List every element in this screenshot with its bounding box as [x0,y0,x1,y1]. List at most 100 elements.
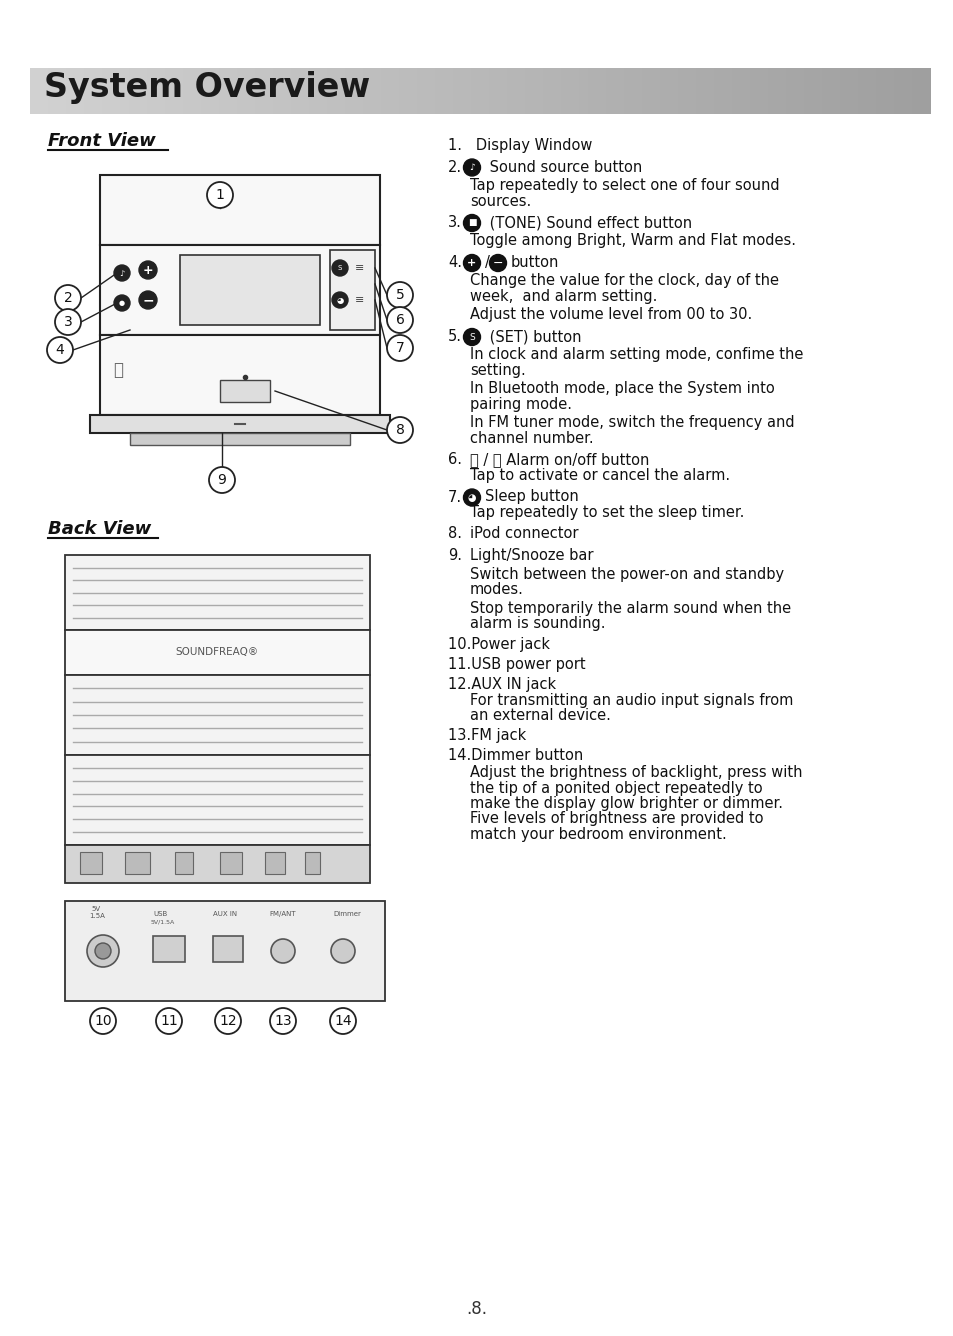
Circle shape [489,254,506,271]
Text: For transmitting an audio input signals from: For transmitting an audio input signals … [470,693,793,708]
Bar [100,335,379,415]
Bar [354,68,364,114]
Bar [210,68,220,114]
Text: sources.: sources. [470,194,531,208]
Circle shape [332,261,348,277]
Text: Back View: Back View [48,520,152,538]
Circle shape [463,489,480,506]
Text: In Bluetooth mode, place the System into: In Bluetooth mode, place the System into [470,382,774,397]
Bar [623,68,634,114]
Text: iPod connector: iPod connector [470,526,578,541]
Text: 2: 2 [64,291,72,305]
Text: Change the value for the clock, day of the: Change the value for the clock, day of t… [470,274,779,289]
Bar [453,68,462,114]
Bar [390,68,399,114]
Bar [875,68,885,114]
Text: ≡: ≡ [355,295,364,305]
Text: Light/Snooze bar: Light/Snooze bar [470,548,593,562]
Bar [749,68,760,114]
Bar [220,379,270,402]
Bar [542,68,553,114]
Bar [335,68,346,114]
Bar [156,68,166,114]
Circle shape [209,468,234,493]
Bar [560,68,571,114]
Text: 5.: 5. [448,329,461,343]
Bar [840,68,849,114]
Bar [398,68,409,114]
Bar [696,68,705,114]
Circle shape [156,1007,182,1034]
Text: 5V/1.5A: 5V/1.5A [151,919,175,925]
Text: Tap repeatedly to set the sleep timer.: Tap repeatedly to set the sleep timer. [470,505,743,520]
Text: 14: 14 [334,1014,352,1027]
Text: pairing mode.: pairing mode. [470,397,572,411]
Text: In clock and alarm setting mode, confime the: In clock and alarm setting mode, confime… [470,347,802,362]
Text: Front View: Front View [48,132,155,150]
Text: 7: 7 [395,341,404,355]
Bar [65,900,385,1001]
Bar [506,68,517,114]
Bar [821,68,831,114]
Bar [65,554,370,631]
Bar [759,68,768,114]
Bar [111,68,121,114]
Bar [291,68,301,114]
Text: 🎵: 🎵 [112,361,123,379]
Text: channel number.: channel number. [470,432,593,446]
Bar [65,844,370,883]
Bar [902,68,912,114]
Bar [650,68,660,114]
Bar [180,255,319,325]
Circle shape [463,215,480,231]
Bar [489,68,498,114]
Text: AUX IN: AUX IN [213,911,237,916]
Text: SOUNDFREAQ®: SOUNDFREAQ® [175,647,258,657]
Text: ◕: ◕ [336,295,343,305]
Circle shape [90,1007,116,1034]
Circle shape [387,335,413,361]
Bar [152,937,185,962]
Text: 7.: 7. [448,489,461,505]
Bar [345,68,355,114]
Text: ♪: ♪ [469,163,475,172]
Text: Sound source button: Sound source button [484,159,641,175]
Text: 6.: 6. [448,453,461,468]
Bar [722,68,732,114]
Bar [57,68,67,114]
Text: Switch between the power-on and standby: Switch between the power-on and standby [470,566,783,581]
Text: Toggle among Bright, Warm and Flat modes.: Toggle among Bright, Warm and Flat modes… [470,234,795,248]
Bar [84,68,94,114]
Bar [90,415,390,433]
Circle shape [95,943,111,959]
Text: 13: 13 [274,1014,292,1027]
Circle shape [463,159,480,176]
Bar [641,68,651,114]
Bar [173,68,184,114]
Bar [633,68,642,114]
Bar [273,68,283,114]
Bar [803,68,813,114]
Text: match your bedroom environment.: match your bedroom environment. [470,827,726,842]
Text: setting.: setting. [470,363,525,378]
Bar [461,68,472,114]
Circle shape [332,293,348,309]
Bar [776,68,786,114]
Bar [138,68,148,114]
Text: the tip of a ponited object repeatedly to: the tip of a ponited object repeatedly t… [470,780,761,795]
Text: 4: 4 [55,343,64,357]
Text: 3.: 3. [448,215,461,230]
Bar [100,244,379,335]
Text: +: + [143,263,153,277]
Bar [125,852,150,874]
Bar [659,68,669,114]
Text: Tap repeatedly to select one of four sound: Tap repeatedly to select one of four sou… [470,178,779,192]
Bar [65,755,370,844]
Bar [678,68,687,114]
Bar [100,175,379,244]
Text: alarm is sounding.: alarm is sounding. [470,616,605,631]
Text: 12.AUX IN jack: 12.AUX IN jack [448,676,556,692]
Bar [866,68,876,114]
Circle shape [387,417,413,444]
Bar [497,68,507,114]
